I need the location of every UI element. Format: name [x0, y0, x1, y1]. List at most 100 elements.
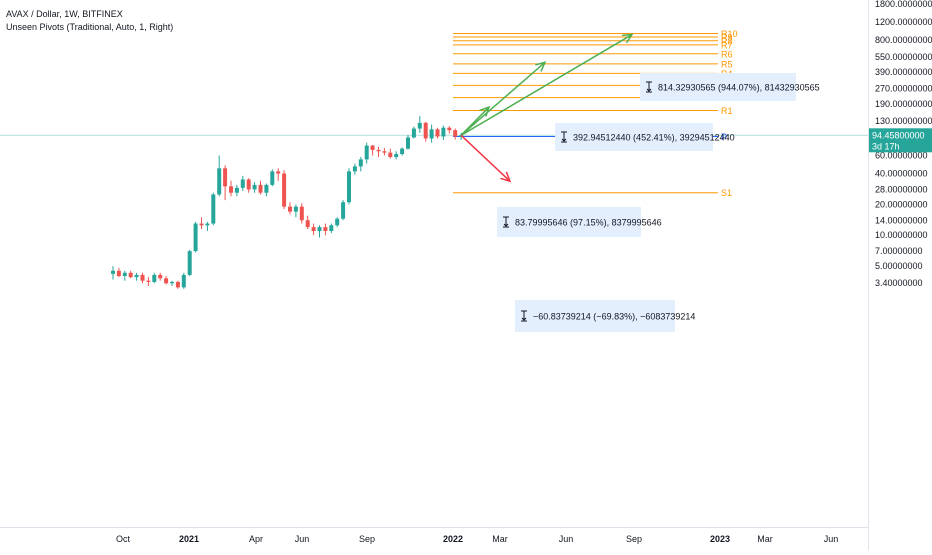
candle[interactable] — [146, 280, 151, 282]
measure-box[interactable] — [555, 123, 713, 151]
projection-arrow-1[interactable] — [460, 33, 633, 136]
candle[interactable] — [193, 223, 198, 252]
candle[interactable] — [181, 274, 186, 288]
last-price-tag[interactable] — [869, 128, 932, 153]
candle[interactable] — [264, 184, 269, 193]
measure-icon — [646, 81, 652, 93]
candle[interactable] — [234, 187, 239, 193]
candle[interactable] — [435, 129, 440, 137]
candle[interactable] — [258, 184, 263, 193]
y-tick-label: 10.00000000 — [875, 230, 928, 240]
projection-arrow-4[interactable] — [460, 134, 511, 182]
candle[interactable] — [164, 278, 169, 284]
measure-box[interactable] — [640, 73, 796, 101]
candle[interactable] — [417, 122, 422, 129]
measure-icon — [561, 131, 567, 143]
candle[interactable] — [441, 127, 446, 137]
candle[interactable] — [429, 129, 434, 139]
candle[interactable] — [205, 223, 210, 226]
x-tick-label: 2023 — [710, 534, 730, 544]
candle[interactable] — [282, 173, 287, 207]
candle[interactable] — [341, 202, 346, 219]
candle[interactable] — [187, 251, 192, 275]
y-tick-label: 390.00000000 — [875, 67, 932, 77]
candle[interactable] — [423, 122, 428, 139]
candle[interactable] — [217, 168, 222, 195]
pivot-label-r8: R8 — [721, 36, 733, 46]
y-tick-label: 40.00000000 — [875, 169, 928, 179]
y-tick-label: 270.00000000 — [875, 84, 932, 94]
candle[interactable] — [323, 227, 328, 231]
y-tick-label: 130.00000000 — [875, 116, 932, 126]
x-tick-label: Mar — [492, 534, 508, 544]
candle[interactable] — [170, 281, 174, 284]
candle[interactable] — [246, 179, 251, 190]
x-tick-label: Jun — [559, 534, 574, 544]
projection-arrow-4-head — [500, 171, 512, 183]
candle[interactable] — [329, 225, 334, 231]
x-tick-label: Sep — [626, 534, 642, 544]
candle[interactable] — [370, 145, 375, 150]
measure-box[interactable] — [515, 300, 675, 332]
candle[interactable] — [158, 274, 163, 279]
candle[interactable] — [270, 171, 275, 185]
candle[interactable] — [134, 274, 139, 278]
pivot-label-p: P — [721, 132, 727, 142]
candle[interactable] — [311, 227, 316, 231]
candle[interactable] — [394, 154, 399, 158]
pivot-label-r9: R9 — [721, 33, 733, 43]
projection-arrow-3[interactable] — [460, 106, 490, 136]
candle[interactable] — [453, 130, 458, 137]
candle[interactable] — [335, 218, 340, 226]
projection-arrow-2[interactable] — [460, 61, 546, 136]
measure-text: −60.83739214 (−69.83%), −6083739214 — [533, 312, 695, 322]
candle[interactable] — [447, 127, 452, 131]
candle[interactable] — [411, 128, 416, 138]
candle[interactable] — [382, 151, 387, 153]
y-tick-label: 550.00000000 — [875, 52, 932, 62]
candle[interactable] — [317, 227, 322, 231]
candle[interactable] — [211, 194, 216, 224]
measure-text: 83.79995646 (97.15%), 8379995646 — [515, 218, 662, 228]
candle[interactable] — [358, 159, 363, 167]
candle[interactable] — [364, 145, 369, 160]
last-price-value: 94.45800000 — [872, 130, 925, 140]
candle[interactable] — [240, 179, 245, 188]
candle[interactable] — [299, 206, 304, 221]
candle[interactable] — [305, 220, 310, 228]
measure-box[interactable] — [497, 207, 641, 237]
candle[interactable] — [288, 206, 292, 212]
y-tick-label: 1200.00000000 — [875, 17, 932, 27]
candle[interactable] — [406, 137, 410, 149]
x-tick-label: Sep — [359, 534, 375, 544]
measure-text: 392.94512440 (452.41%), 39294512440 — [573, 133, 735, 143]
candle[interactable] — [223, 168, 228, 187]
candle[interactable] — [376, 149, 381, 152]
candle[interactable] — [388, 152, 393, 158]
candle[interactable] — [175, 281, 180, 288]
candle[interactable] — [116, 270, 121, 277]
candle[interactable] — [400, 148, 405, 155]
candle[interactable] — [140, 274, 145, 281]
candle[interactable] — [122, 272, 127, 277]
candle[interactable] — [152, 274, 157, 282]
candle[interactable] — [229, 186, 233, 193]
pivot-label-r7: R7 — [721, 40, 733, 50]
y-tick-label: 3.40000000 — [875, 278, 923, 288]
candle[interactable] — [276, 171, 281, 174]
candle[interactable] — [347, 171, 351, 203]
candle[interactable] — [199, 223, 204, 226]
candle[interactable] — [111, 270, 115, 274]
candle[interactable] — [128, 272, 133, 278]
x-tick-label: Oct — [116, 534, 131, 544]
indicator-title[interactable]: Unseen Pivots (Traditional, Auto, 1, Rig… — [6, 22, 174, 32]
measure-text: 814.32930565 (944.07%), 81432930565 — [658, 83, 820, 93]
pivot-label-r10: R10 — [721, 29, 738, 39]
candle[interactable] — [293, 206, 298, 212]
projection-arrow-2-head — [535, 61, 547, 72]
candle[interactable] — [252, 184, 257, 190]
candle[interactable] — [352, 166, 357, 172]
symbol-title[interactable]: AVAX / Dollar, 1W, BITFINEX — [6, 9, 123, 19]
